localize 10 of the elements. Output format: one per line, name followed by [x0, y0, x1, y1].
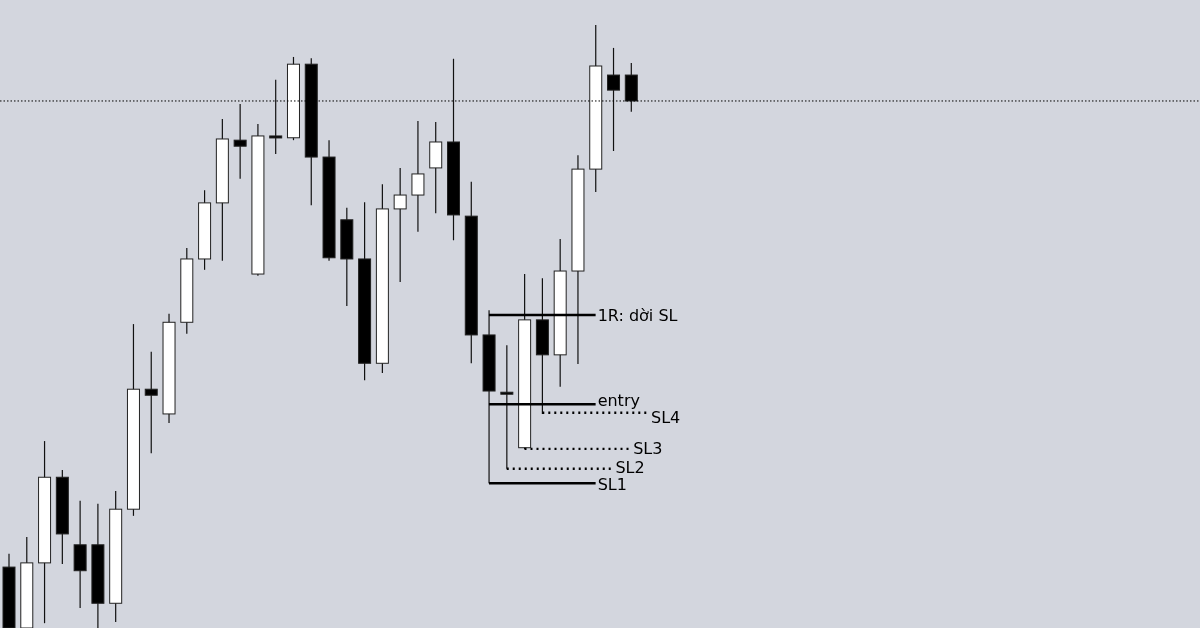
candlestick [144, 351, 158, 454]
candlestick [411, 120, 425, 233]
ref-line-label: SL1 [597, 475, 627, 495]
ref-line-label: 1R: dời SL [597, 305, 678, 325]
ref-line-label: SL2 [615, 458, 645, 478]
ref-line-label: SL4 [650, 407, 681, 427]
ref-line-label: SL3 [633, 439, 663, 459]
ref-line-label: entry [597, 390, 640, 410]
candlestick [233, 103, 247, 180]
candlestick [393, 167, 407, 283]
